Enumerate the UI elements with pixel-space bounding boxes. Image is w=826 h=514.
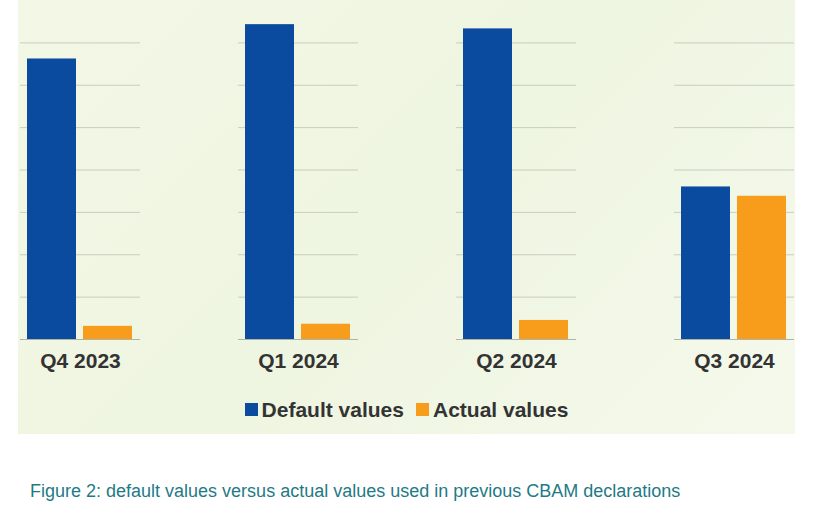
svg-text:Q2 2024: Q2 2024 — [476, 349, 557, 372]
svg-text:Q3 2024: Q3 2024 — [694, 349, 775, 372]
html-text:Default values: Default values — [261, 398, 404, 421]
svg-text:Q4 2023: Q4 2023 — [40, 349, 121, 372]
html-text:Figure 2: default values versu: Figure 2: default values versus actual v… — [30, 481, 681, 501]
html-text:Actual values: Actual values — [433, 398, 569, 421]
svg-text:Q1 2024: Q1 2024 — [258, 349, 339, 372]
